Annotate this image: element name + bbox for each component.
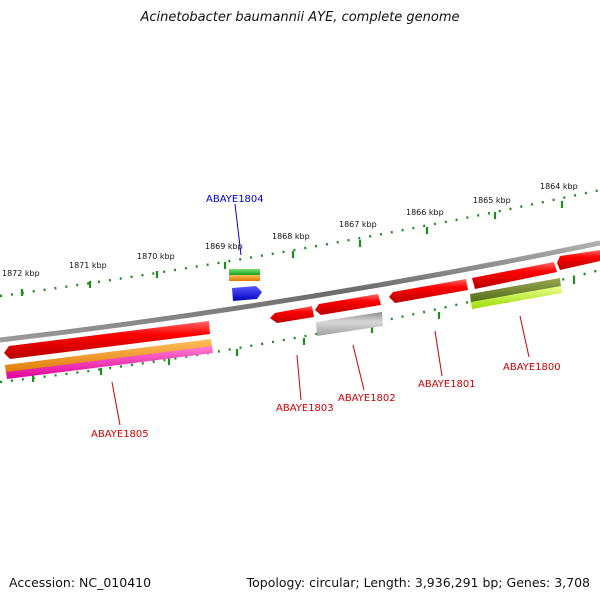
gene-abaye1804-feature-orange <box>229 275 260 281</box>
genome-stats-text: Topology: circular; Length: 3,936,291 bp… <box>246 575 590 590</box>
kbp-label: 1870 kbp <box>137 252 175 261</box>
kbp-label: 1864 kbp <box>540 182 578 191</box>
leader-abaye1803 <box>296 354 302 401</box>
gene-label-abaye1801: ABAYE1801 <box>418 379 476 390</box>
gene-abaye1804-cds <box>232 286 262 301</box>
gene-label-abaye1804: ABAYE1804 <box>206 194 264 205</box>
kbp-label: 1867 kbp <box>339 220 377 229</box>
gene-abaye1800-feature-lime <box>471 286 562 309</box>
kbp-label: 1868 kbp <box>272 232 310 241</box>
gene-abaye1805-cds <box>4 321 210 359</box>
genome-backbone <box>0 240 600 343</box>
accession-text: Accession: NC_010410 <box>9 575 152 590</box>
leader-lines <box>111 203 530 426</box>
gene-abaye1799-cds <box>557 250 600 270</box>
gene-abaye1800-feature-olive <box>470 278 561 303</box>
gene-abaye1805-feature-orange <box>5 339 212 373</box>
kbp-label: 1871 kbp <box>69 261 107 270</box>
gene-label-abaye1805: ABAYE1805 <box>91 429 149 440</box>
kbp-labels: 1864 kbp 1865 kbp 1866 kbp 1867 kbp 1868… <box>2 182 578 278</box>
leader-abaye1800 <box>519 315 530 358</box>
gene-abaye1802-feature-grey <box>316 312 383 336</box>
kbp-label: 1866 kbp <box>406 208 444 217</box>
gene-label-abaye1800: ABAYE1800 <box>503 362 561 373</box>
gene-abaye1801-cds <box>389 279 468 303</box>
gene-abaye1804-feature-green <box>229 269 260 275</box>
kbp-label: 1869 kbp <box>205 242 243 251</box>
gene-label-abaye1803: ABAYE1803 <box>276 403 334 414</box>
reverse-genes <box>4 278 562 379</box>
outer-tick-ring <box>0 188 600 298</box>
gene-abaye1802-cds <box>315 294 381 315</box>
gene-label-abaye1802: ABAYE1802 <box>338 393 396 404</box>
genome-title: Acinetobacter baumannii AYE, complete ge… <box>140 10 460 25</box>
gene-abaye1800-cds <box>472 262 557 289</box>
kbp-label: 1865 kbp <box>473 196 511 205</box>
leader-abaye1801 <box>434 330 443 377</box>
kbp-label: 1872 kbp <box>2 269 40 278</box>
leader-abaye1802 <box>352 344 365 391</box>
leader-abaye1805 <box>111 381 121 426</box>
leader-abaye1804 <box>234 203 242 256</box>
gene-labels: ABAYE1804 ABAYE1805 ABAYE1803 ABAYE1802 … <box>91 194 561 440</box>
gene-abaye1805-feature-pink <box>6 346 213 379</box>
gene-abaye1803-cds <box>270 306 314 323</box>
forward-genes <box>232 250 600 323</box>
